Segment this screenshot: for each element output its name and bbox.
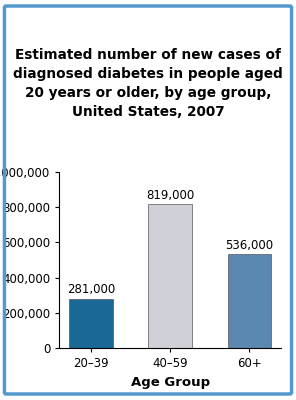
Bar bbox=[228, 254, 271, 348]
X-axis label: Age Group: Age Group bbox=[131, 376, 210, 388]
Text: 536,000: 536,000 bbox=[225, 238, 274, 252]
Text: Estimated number of new cases of
diagnosed diabetes in people aged
20 years or o: Estimated number of new cases of diagnos… bbox=[13, 48, 283, 119]
Bar bbox=[148, 204, 192, 348]
Text: 819,000: 819,000 bbox=[146, 189, 194, 202]
Bar bbox=[69, 298, 113, 348]
Text: 281,000: 281,000 bbox=[67, 284, 115, 296]
